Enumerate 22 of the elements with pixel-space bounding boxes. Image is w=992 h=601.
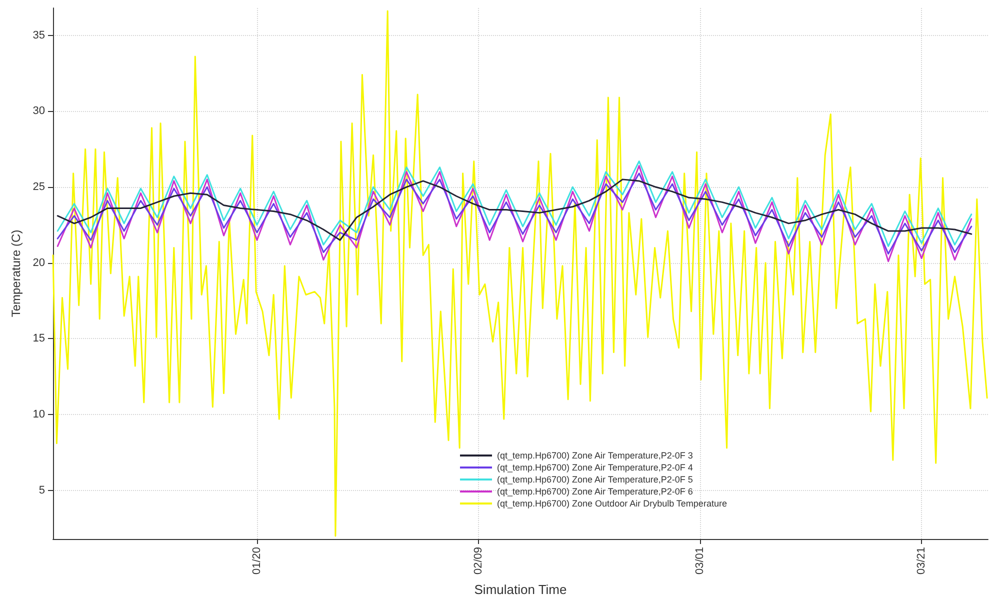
y-tick-label: 35 — [32, 29, 45, 42]
legend-label: (qt_temp.Hp6700) Zone Outdoor Air Drybulb Temperature — [497, 498, 727, 508]
y-tick-label: 20 — [32, 256, 45, 269]
y-tick-label: 25 — [32, 181, 45, 194]
line-series — [56, 172, 972, 255]
legend-label: (qt_temp.Hp6700) Zone Air Temperature,P2-0F 3 — [497, 450, 693, 460]
line-series — [56, 160, 972, 247]
line-series — [56, 178, 972, 241]
legend-label: (qt_temp.Hp6700) Zone Air Temperature,P2-0F 4 — [497, 462, 693, 472]
x-tick-label: 01/20 — [250, 547, 263, 575]
x-tick-label: 03/01 — [694, 547, 706, 575]
line-series — [56, 165, 972, 262]
y-axis-title: Temperature (C) — [8, 230, 23, 318]
x-axis-title: Simulation Time — [474, 582, 567, 597]
y-tick-label: 15 — [32, 332, 45, 345]
legend-label: (qt_temp.Hp6700) Zone Air Temperature,P2-0F 5 — [497, 474, 693, 484]
y-tick-label: 10 — [32, 408, 45, 421]
legend-label: (qt_temp.Hp6700) Zone Air Temperature,P2-0F 6 — [497, 486, 693, 496]
y-tick-label: 30 — [32, 105, 45, 118]
x-tick-label: 03/21 — [916, 547, 928, 575]
x-tick-label: 02/09 — [472, 547, 485, 575]
y-tick-label: 5 — [38, 484, 45, 496]
